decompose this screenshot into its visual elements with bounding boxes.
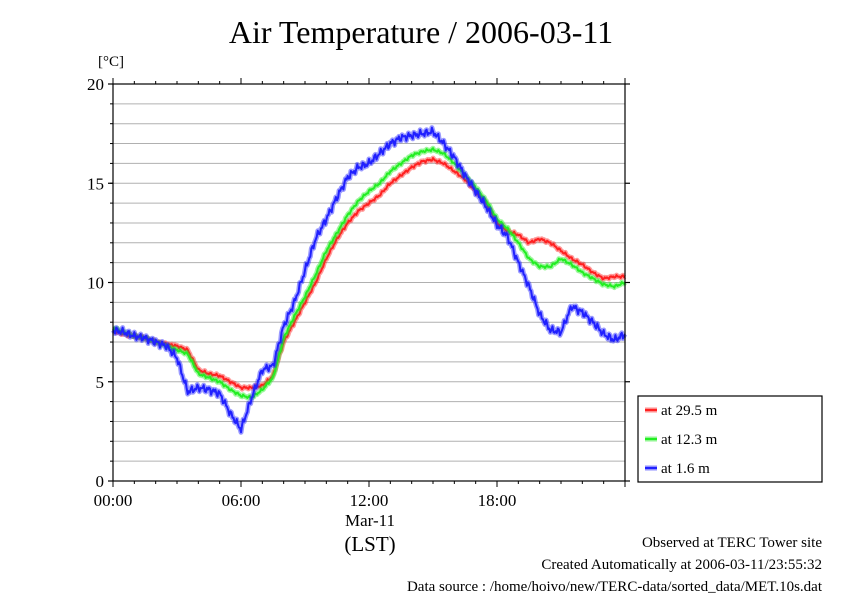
x-tick-label: 18:00 xyxy=(478,491,517,510)
x-tick-label: 12:00 xyxy=(350,491,389,510)
y-tick-label: 15 xyxy=(87,174,104,193)
y-tick-label: 5 xyxy=(96,373,105,392)
y-tick-label: 20 xyxy=(87,75,104,94)
legend-label: at 12.3 m xyxy=(661,432,718,448)
footer-source-note: Data source : /home/hoivo/new/TERC-data/… xyxy=(406,579,822,595)
legend: at 29.5 m at 12.3 m at 1.6 m xyxy=(637,395,823,483)
x-tick-label: 00:00 xyxy=(94,491,133,510)
x-tick-label: 06:00 xyxy=(222,491,261,510)
series-line xyxy=(112,126,626,434)
x-axis-title: (LST) xyxy=(344,532,396,556)
y-axis-unit-label: [°C] xyxy=(98,54,124,70)
series-line xyxy=(113,147,626,399)
legend-label: at 29.5 m xyxy=(661,403,718,419)
footer-site-note: Observed at TERC Tower site xyxy=(641,535,822,551)
legend-label: at 1.6 m xyxy=(661,461,710,477)
legend-box xyxy=(637,395,823,483)
y-tick-label: 0 xyxy=(96,472,105,491)
series-line xyxy=(112,157,626,391)
y-axis-ticks: 0 5 10 15 20 xyxy=(87,75,630,491)
x-axis-date-label: Mar-11 xyxy=(344,511,395,530)
y-tick-label: 10 xyxy=(87,274,104,293)
x-axis-ticks: 00:00 06:00 12:00 18:00 xyxy=(94,78,626,510)
footer-created-note: Created Automatically at 2006-03-11/23:5… xyxy=(541,557,822,573)
gridlines xyxy=(113,103,625,462)
chart-title: Air Temperature / 2006-03-11 xyxy=(228,14,614,50)
series-lines xyxy=(111,125,628,435)
series-line-halo xyxy=(111,125,628,435)
